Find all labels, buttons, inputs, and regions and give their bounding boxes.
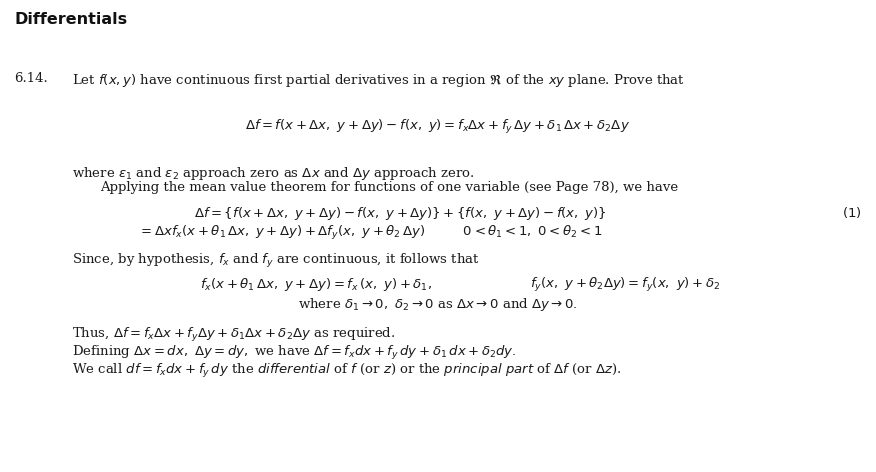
Text: $\Delta f = \{f(x + \Delta x,\ y + \Delta y) - f(x,\ y + \Delta y)\} + \{f(x,\ y: $\Delta f = \{f(x + \Delta x,\ y + \Delt… (194, 205, 606, 222)
Text: $(1)$: $(1)$ (843, 205, 862, 220)
Text: $f_y(x,\ y + \theta_2\Delta y) = f_y(x,\ y) + \delta_2$: $f_y(x,\ y + \theta_2\Delta y) = f_y(x,\… (530, 276, 720, 294)
Text: 6.14.: 6.14. (14, 72, 48, 85)
Text: $\Delta f = f(x + \Delta x,\ y + \Delta y) - f(x,\ y) = f_x \Delta x + f_y\,\Del: $\Delta f = f(x + \Delta x,\ y + \Delta … (245, 118, 631, 136)
Text: Applying the mean value theorem for functions of one variable (see Page 78), we : Applying the mean value theorem for func… (100, 181, 678, 194)
Text: Let $f(x, y)$ have continuous first partial derivatives in a region $\mathfrak{R: Let $f(x, y)$ have continuous first part… (72, 72, 685, 89)
Text: Thus, $\Delta f = f_x\Delta x + f_y\Delta y + \delta_1\Delta x + \delta_2\Delta : Thus, $\Delta f = f_x\Delta x + f_y\Delt… (72, 326, 395, 344)
Text: $f_x(x + \theta_1\,\Delta x,\ y + \Delta y) = f_x\,(x,\ y) + \delta_1,$: $f_x(x + \theta_1\,\Delta x,\ y + \Delta… (200, 276, 432, 293)
Text: where $\epsilon_1$ and $\epsilon_2$ approach zero as $\Delta x$ and $\Delta y$ a: where $\epsilon_1$ and $\epsilon_2$ appr… (72, 165, 475, 182)
Text: Differentials: Differentials (14, 12, 127, 27)
Text: Defining $\Delta x = dx,\ \Delta y = dy,$ we have $\Delta f = f_x dx + f_y\,dy +: Defining $\Delta x = dx,\ \Delta y = dy,… (72, 344, 517, 362)
Text: where $\delta_1 \rightarrow 0,\ \delta_2 \rightarrow 0$ as $\Delta x \rightarrow: where $\delta_1 \rightarrow 0,\ \delta_2… (298, 296, 578, 313)
Text: Since, by hypothesis, $f_x$ and $f_y$ are continuous, it follows that: Since, by hypothesis, $f_x$ and $f_y$ ar… (72, 252, 480, 270)
Text: $= \Delta x f_x(x + \theta_1\,\Delta x,\ y + \Delta y) + \Delta f_y(x,\ y + \the: $= \Delta x f_x(x + \theta_1\,\Delta x,\… (138, 224, 602, 242)
Text: We call $df = f_x dx + f_y\,dy$ the $\mathit{differential}$ of $f$ (or $z$) or t: We call $df = f_x dx + f_y\,dy$ the $\ma… (72, 362, 622, 380)
